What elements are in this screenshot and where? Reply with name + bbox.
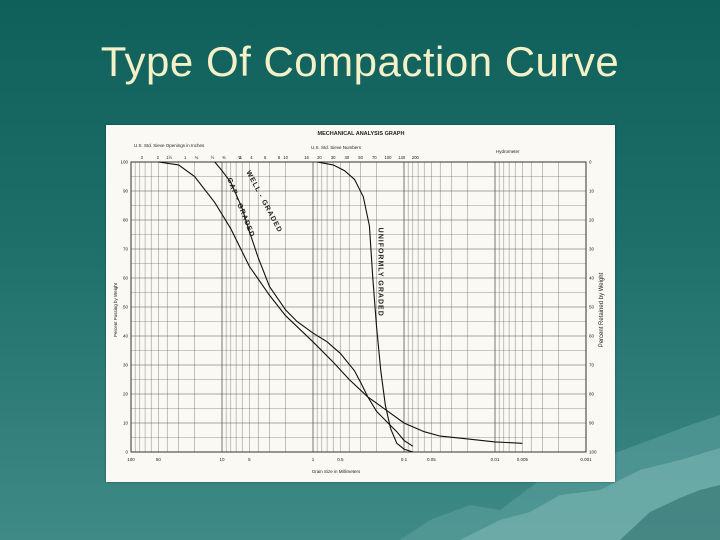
sieve-number-label: 8	[278, 155, 281, 160]
y-tick-label-left: 30	[123, 363, 129, 368]
sieve-number-label: 30	[331, 155, 336, 160]
slide-title: Type Of Compaction Curve	[100, 38, 620, 85]
sieve-number-label: 50	[358, 155, 363, 160]
y-tick-label-right: 20	[589, 218, 595, 223]
y-tick-label-left: 50	[123, 305, 129, 310]
x-tick-label: 50	[156, 457, 162, 462]
y-tick-label-left: 10	[123, 421, 129, 426]
x-tick-label: 0.001	[580, 457, 592, 462]
y-tick-label-left: 80	[123, 218, 129, 223]
y-tick-label-right: 30	[589, 247, 595, 252]
chart-svg: MECHANICAL ANALYSIS GRAPH U.S. Std. Siev…	[113, 131, 605, 474]
series-line	[317, 161, 413, 453]
y-tick-label-right: 90	[589, 421, 595, 426]
chart-grid	[131, 161, 587, 453]
sieve-inch-label: 3	[141, 155, 144, 160]
sieve-inch-label: 2	[157, 155, 160, 160]
sieve-inch-label: ½	[211, 155, 215, 160]
header-left: U.S. Std. Sieve Openings in Inches	[134, 143, 205, 148]
x-tick-label: 0.01	[491, 457, 500, 462]
sieve-number-label: 200	[412, 155, 420, 160]
series-lines	[158, 161, 523, 453]
y-tick-label-left: 70	[123, 247, 129, 252]
y-tick-label-left: 60	[123, 276, 129, 281]
x-tick-label: 5	[248, 457, 251, 462]
sieve-inch-label: 1½	[166, 155, 172, 160]
x-tick-label: 0.05	[427, 457, 436, 462]
sieve-number-label: 100	[384, 155, 392, 160]
chart-title: MECHANICAL ANALYSIS GRAPH	[318, 131, 405, 137]
y-tick-label-right: 40	[589, 276, 595, 281]
series-line	[158, 161, 523, 444]
sieve-inch-label: 1	[184, 155, 187, 160]
y-tick-label-left: 90	[123, 189, 129, 194]
sieve-number-label: 4	[250, 155, 253, 160]
curve-annotation: GAP - GRADED	[225, 177, 255, 239]
x-axis-label: Grain Size in Millimeters	[312, 469, 361, 474]
y-axis-label-left: Percent Passing by Weight	[113, 282, 118, 337]
header-mid: U.S. Std. Sieve Numbers	[311, 145, 362, 150]
series-line	[214, 161, 414, 447]
y-tick-label-right: 80	[589, 392, 595, 397]
y-tick-label-left: 40	[123, 334, 129, 339]
sieve-number-label: 16	[304, 155, 309, 160]
x-tick-label: 1	[312, 457, 315, 462]
sieve-number-label: 6	[264, 155, 267, 160]
y-tick-label-left: 20	[123, 392, 129, 397]
y-tick-label-right: 60	[589, 334, 595, 339]
header-right: Hydrometer	[496, 149, 520, 154]
y-tick-label-right: 70	[589, 363, 595, 368]
plot-frame	[130, 161, 587, 453]
x-tick-label: 10	[219, 457, 225, 462]
y-tick-label-right: 10	[589, 189, 595, 194]
sieve-number-label: 40	[344, 155, 349, 160]
x-tick-label: 0.5	[337, 457, 344, 462]
sieve-inch-label: ¾	[195, 155, 199, 160]
y-tick-label-right: 50	[589, 305, 595, 310]
sieve-number-label: 10	[283, 155, 288, 160]
y-tick-label-left: 100	[120, 160, 128, 165]
sieve-number-label: 3	[239, 155, 242, 160]
chart-image: MECHANICAL ANALYSIS GRAPH U.S. Std. Siev…	[106, 125, 615, 482]
y-axis-label-right: Percent Retained by Weight	[599, 272, 605, 347]
sieve-inch-label: ¼	[238, 155, 242, 160]
x-tick-label: 100	[127, 457, 135, 462]
sieve-number-label: 140	[398, 155, 406, 160]
curve-annotation: UNIFORMLY GRADED	[377, 228, 384, 317]
tick-labels: 100 50 10 5 1 0.5 0.1 0.05 0.01 0.005 0.0010102030…	[120, 155, 597, 462]
sieve-number-label: 70	[372, 155, 377, 160]
y-tick-label-right: 100	[589, 450, 597, 455]
x-tick-label: 0.005	[517, 457, 529, 462]
y-tick-label-right: 0	[589, 160, 592, 165]
x-tick-label: 0.1	[401, 457, 408, 462]
y-tick-label-left: 0	[125, 450, 128, 455]
sieve-inch-label: ⅜	[222, 155, 226, 160]
sieve-number-label: 20	[317, 155, 322, 160]
